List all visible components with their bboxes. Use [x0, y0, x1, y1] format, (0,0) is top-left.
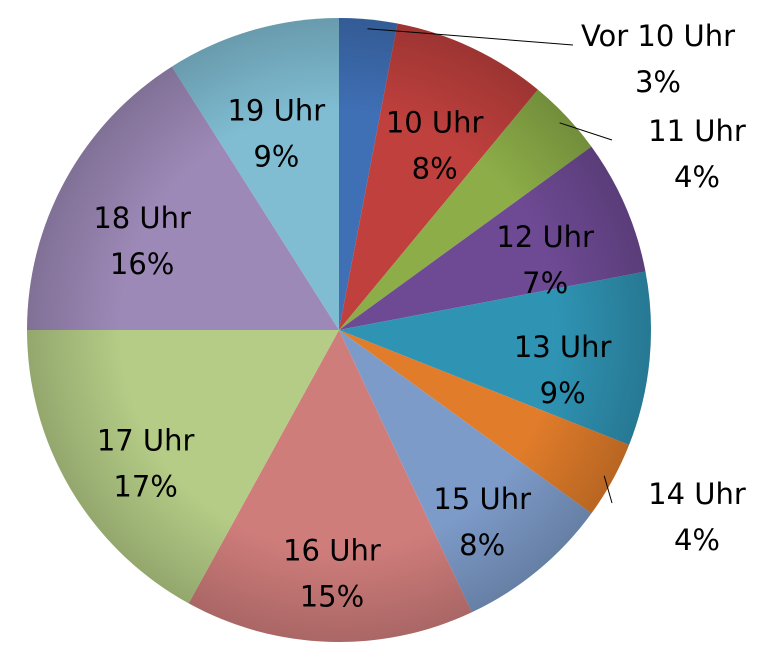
slice-label-category: 19 Uhr — [227, 93, 325, 127]
slice-label-category: 12 Uhr — [496, 220, 594, 254]
slice-label-category: Vor 10 Uhr — [581, 19, 735, 53]
slice-label-category: 17 Uhr — [97, 423, 195, 457]
slice-label-value: 15% — [300, 580, 364, 614]
slice-label-value: 4% — [674, 523, 720, 557]
slice-label-value: 3% — [635, 65, 681, 99]
slice-label-value: 9% — [540, 376, 586, 410]
slice-label-category: 18 Uhr — [93, 201, 191, 235]
slice-label-value: 7% — [522, 266, 568, 300]
slice-label-category: 14 Uhr — [648, 477, 746, 511]
slice-label-value: 8% — [459, 528, 505, 562]
slice-label-category: 13 Uhr — [514, 330, 612, 364]
slice-label-value: 16% — [110, 247, 174, 281]
slice-label-category: 16 Uhr — [283, 534, 381, 568]
slice-label-value: 8% — [412, 152, 458, 186]
slice-label-category: 11 Uhr — [648, 114, 746, 148]
slice-label-value: 17% — [113, 469, 177, 503]
slice-label-category: 15 Uhr — [433, 482, 531, 516]
slice-label-value: 4% — [674, 160, 720, 194]
slice-label-category: 10 Uhr — [386, 106, 484, 140]
slice-label-value: 9% — [253, 139, 299, 173]
leader-line — [559, 122, 613, 141]
leader-line — [367, 28, 574, 46]
leader-line — [603, 475, 613, 504]
